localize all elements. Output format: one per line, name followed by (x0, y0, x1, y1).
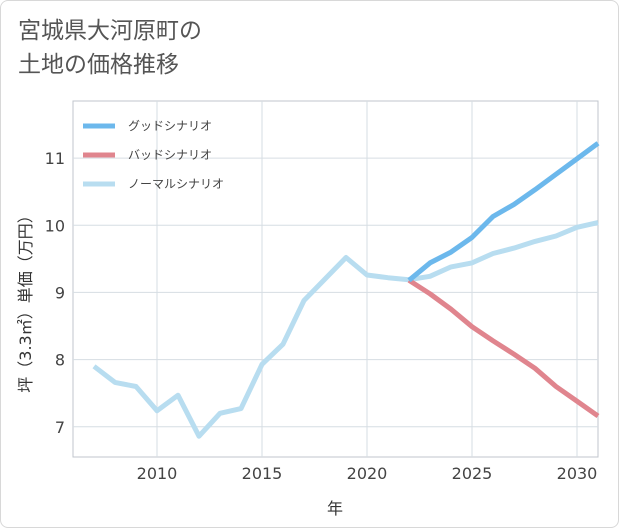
x-tick-label: 2020 (347, 464, 388, 483)
y-tick-label: 7 (55, 418, 65, 437)
x-axis-title: 年 (327, 499, 343, 518)
series-line-normal-scenario (92, 220, 599, 439)
chart-title-line-1: 宮城県大河原町の (18, 18, 202, 44)
y-axis-title: 坪（3.3㎡）単価（万円） (16, 207, 35, 392)
plot-area (72, 100, 599, 458)
x-tick-label: 2010 (137, 464, 178, 483)
grid-lines (73, 101, 598, 457)
x-tick-label: 2025 (452, 464, 493, 483)
chart-title: 宮城県大河原町の 土地の価格推移 (18, 14, 418, 82)
chart-title-line-2: 土地の価格推移 (18, 52, 179, 78)
x-tick-label: 2015 (242, 464, 283, 483)
legend-label-bad-scenario: バッドシナリオ (128, 148, 212, 162)
y-tick-label: 8 (55, 351, 65, 370)
legend-label-good-scenario: グッドシナリオ (128, 119, 212, 133)
y-tick-label: 10 (45, 216, 65, 235)
series-line-bad-scenario (407, 278, 600, 419)
legend-label-normal-scenario: ノーマルシナリオ (128, 177, 224, 191)
x-tick-label: 2030 (557, 464, 598, 483)
tick-labels: 2010 2015 2020 2025 2030 7 8 9 10 11 (45, 149, 598, 483)
series-line-good-scenario (407, 141, 600, 283)
y-tick-label: 9 (55, 283, 65, 302)
series-layer (92, 141, 600, 439)
y-tick-label: 11 (45, 149, 65, 168)
